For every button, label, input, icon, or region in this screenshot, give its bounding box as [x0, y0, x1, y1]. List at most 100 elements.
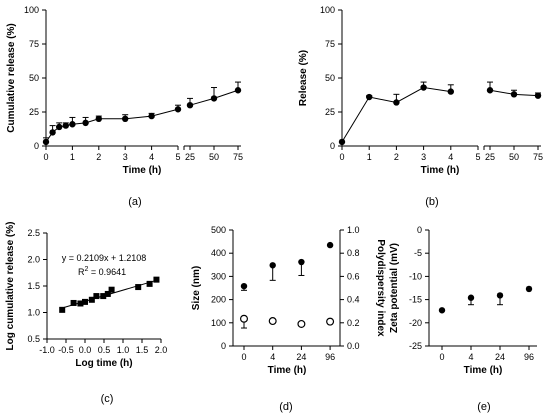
r-squared-symbol: R	[78, 267, 85, 277]
x-tick-label: 75	[233, 152, 243, 162]
panel-label: (e)	[477, 401, 490, 413]
y-axis-left-tick-label: 500	[211, 225, 226, 235]
y-axis-tick-label: 100	[24, 5, 39, 15]
data-point	[496, 292, 504, 299]
data-point	[174, 106, 182, 113]
y-axis-left-tick-label: 300	[211, 271, 226, 281]
data-point	[525, 285, 533, 293]
x-tick-label: 2	[394, 152, 399, 162]
x-tick-label: -1.0	[39, 345, 55, 355]
data-point	[62, 122, 69, 129]
data-point	[88, 296, 95, 303]
data-point	[148, 112, 155, 120]
y-axis-tick-label: 0.5	[27, 334, 40, 344]
data-point	[447, 88, 454, 95]
x-tick-label: 5	[175, 152, 180, 162]
x-tick-label: 0.5	[98, 345, 111, 355]
data-point	[108, 286, 115, 293]
panel-c: 0.5 1.0 1.5 2.0 2.5 -1.0 -0.5 0.0 0.5 1.0 1.5 2.0 y …	[5, 222, 167, 405]
size-point	[298, 258, 305, 266]
y-axis-label: Cumulative release (%)	[6, 23, 17, 133]
y-axis-tick-label: -5	[414, 248, 422, 258]
x-axis-label: Time (h)	[464, 365, 503, 376]
x-tick-label: 4	[448, 152, 453, 162]
x-tick-label: 2.0	[155, 345, 168, 355]
x-tick-label: 25	[185, 152, 195, 162]
x-tick-label: 3	[123, 152, 128, 162]
data-point	[186, 102, 194, 109]
x-axis-label: Time (h)	[123, 165, 162, 176]
x-tick-label: 25	[485, 152, 495, 162]
data-point	[59, 306, 66, 313]
data-point	[77, 300, 84, 307]
x-tick-label: 1.5	[136, 345, 149, 355]
y-axis-tick-label: 25	[325, 107, 335, 117]
data-point	[534, 92, 542, 99]
y-axis-right-tick-label: 0.8	[347, 248, 360, 258]
y-axis-tick-label: -25	[409, 341, 422, 351]
data-point	[104, 290, 111, 297]
regression-equation: y = 0.2109x + 1.2108	[62, 253, 147, 263]
panel-label: (c)	[101, 393, 114, 405]
x-axis-label: Time (h)	[421, 165, 460, 176]
data-point	[135, 284, 142, 291]
x-tick-label: 2	[96, 152, 101, 162]
data-point	[146, 280, 153, 287]
y-axis-tick-label: 75	[325, 39, 335, 49]
y-axis-tick-label: 50	[29, 73, 39, 83]
x-tick-label: 3	[421, 152, 426, 162]
y-axis-label: Log cumulative release (%)	[5, 222, 16, 351]
y-axis-label: Size (nm)	[191, 266, 202, 310]
data-point	[338, 138, 346, 146]
y-axis-tick-label: 0	[330, 141, 335, 151]
data-point	[42, 138, 50, 146]
size-point	[240, 282, 248, 290]
y2-axis-label: Polydispersity index	[375, 239, 386, 337]
data-point	[438, 307, 446, 314]
x-tick-label: 1	[70, 152, 75, 162]
x-tick-label: 1	[367, 152, 372, 162]
data-point	[95, 115, 103, 123]
x-tick-label: 0	[241, 352, 246, 362]
r-squared-label: R2 = 0.9641	[78, 266, 126, 277]
x-tick-label: 24	[495, 352, 505, 362]
y-axis-tick-label: 75	[29, 39, 39, 49]
x-tick-label: 96	[524, 352, 534, 362]
y-axis-left-tick-label: 0	[221, 341, 226, 351]
data-point	[122, 115, 129, 123]
r-squared-value: = 0.9641	[88, 267, 126, 277]
series-line	[45, 108, 179, 143]
y-axis-tick-label: 25	[29, 107, 39, 117]
data-point	[100, 293, 107, 300]
x-tick-label: 1.0	[117, 345, 130, 355]
y-axis-tick-label: 50	[325, 73, 335, 83]
r-squared-superscript: 2	[85, 266, 89, 273]
y-axis-tick-label: 0	[417, 225, 422, 235]
y-axis-right-tick-label: 0.4	[347, 295, 360, 305]
y-axis-label: Release (%)	[298, 50, 309, 106]
y-axis-right-tick-label: 0.6	[347, 271, 360, 281]
x-axis-label: Log time (h)	[75, 358, 132, 369]
data-point	[56, 123, 63, 131]
x-tick-label: 50	[209, 152, 219, 162]
data-point	[153, 276, 160, 283]
data-point	[420, 84, 427, 91]
x-axis-label: Time (h)	[268, 365, 307, 376]
y-axis-right-tick-label: 0.2	[347, 318, 360, 328]
size-point	[326, 241, 334, 249]
data-point	[82, 298, 88, 305]
y-axis-left-tick-label: 400	[211, 248, 226, 258]
x-tick-label: 0	[43, 152, 48, 162]
data-point	[510, 91, 518, 98]
y-axis-tick-label: 2.5	[27, 228, 40, 238]
y-axis-tick-label: -15	[409, 295, 422, 305]
data-point	[93, 293, 100, 300]
y-axis-tick-label: 1.0	[27, 308, 40, 318]
x-tick-label: 50	[509, 152, 519, 162]
x-tick-label: -0.5	[58, 345, 74, 355]
y-axis-tick-label: 2.0	[27, 255, 40, 265]
y-axis-tick-label: 0	[34, 141, 39, 151]
y-axis-label: Zeta potential (mV)	[389, 243, 400, 333]
panel-d: 0 100 200 300 400 500 0.0 0.2 0.4 0.6 0.8 1.0 0 4 24 96…	[191, 225, 386, 413]
